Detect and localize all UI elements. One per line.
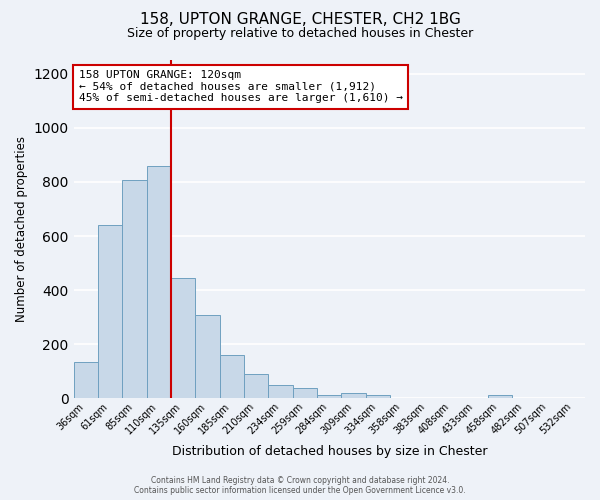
Bar [122, 180, 146, 398]
Bar [74, 362, 98, 399]
Bar [220, 355, 244, 399]
Text: 158, UPTON GRANGE, CHESTER, CH2 1BG: 158, UPTON GRANGE, CHESTER, CH2 1BG [140, 12, 460, 28]
Bar [196, 315, 220, 398]
Bar [293, 388, 317, 398]
Text: 158 UPTON GRANGE: 120sqm
← 54% of detached houses are smaller (1,912)
45% of sem: 158 UPTON GRANGE: 120sqm ← 54% of detach… [79, 70, 403, 103]
Bar [488, 395, 512, 398]
Bar [268, 385, 293, 398]
Bar [146, 166, 171, 398]
Bar [98, 225, 122, 398]
X-axis label: Distribution of detached houses by size in Chester: Distribution of detached houses by size … [172, 444, 487, 458]
Text: Contains HM Land Registry data © Crown copyright and database right 2024.
Contai: Contains HM Land Registry data © Crown c… [134, 476, 466, 495]
Y-axis label: Number of detached properties: Number of detached properties [15, 136, 28, 322]
Bar [341, 393, 366, 398]
Text: Size of property relative to detached houses in Chester: Size of property relative to detached ho… [127, 28, 473, 40]
Bar [366, 395, 390, 398]
Bar [317, 394, 341, 398]
Bar [244, 374, 268, 398]
Bar [171, 278, 196, 398]
